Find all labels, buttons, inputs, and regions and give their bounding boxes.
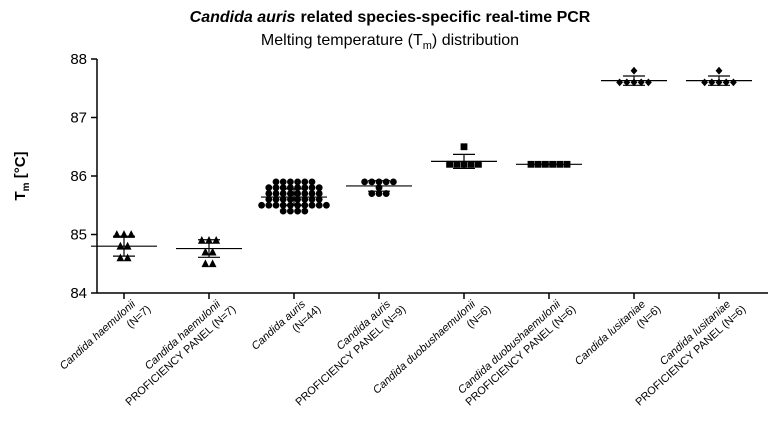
y-tick-label: 88 (70, 51, 87, 68)
x-tick-label-line: Candida duobushaemulonii (456, 298, 564, 396)
data-point (279, 207, 287, 215)
data-point (272, 184, 280, 192)
data-point (116, 253, 125, 262)
y-tick-label: 84 (70, 285, 87, 302)
chart-title: Candida auris related species-specific re… (190, 9, 591, 26)
y-label-part: T (12, 191, 29, 200)
data-point (208, 247, 217, 256)
data-point (730, 78, 737, 87)
data-point (201, 247, 210, 256)
x-tick-label-line: Candida lusitaniae (573, 298, 648, 367)
data-point (201, 259, 210, 268)
data-point (453, 160, 461, 168)
x-tick-label-line: Candida haemulonii (58, 298, 139, 372)
data-point (301, 196, 309, 203)
data-point (368, 190, 376, 197)
title-rest: related species-specific real-time PCR (300, 9, 590, 26)
data-point (294, 184, 301, 192)
subtitle-part: Melting temperature (T (261, 32, 423, 49)
data-point (315, 184, 323, 192)
data-point (287, 178, 294, 186)
data-point (301, 207, 309, 215)
title-italic: Candida auris (190, 9, 296, 26)
subtitle-sub: m (423, 40, 432, 52)
data-point (368, 178, 376, 186)
data-point (361, 178, 368, 186)
data-point (301, 178, 309, 186)
data-point (308, 184, 316, 192)
data-point (294, 190, 301, 197)
data-point (323, 201, 330, 209)
data-point (630, 66, 638, 75)
data-point (279, 190, 287, 197)
chart-subtitle: Melting temperature (Tm) distribution (261, 32, 519, 52)
x-tick-label: Candida haemulonii(N=7) (58, 298, 154, 372)
y-label-sub: m (21, 182, 32, 191)
data-point (315, 196, 323, 203)
data-point (294, 178, 301, 186)
data-point (701, 78, 708, 87)
data-point (287, 207, 294, 215)
data-point (308, 196, 316, 203)
data-point (375, 190, 383, 197)
data-point (382, 178, 390, 186)
data-point (279, 178, 287, 186)
x-tick-label: Candida auris(N=44) (250, 298, 324, 353)
data-point (208, 259, 217, 268)
data-point (287, 190, 294, 197)
data-point (272, 178, 280, 186)
data-point (265, 184, 273, 192)
data-point (272, 190, 280, 197)
data-point (287, 196, 294, 203)
data-point (467, 160, 475, 168)
data-point (265, 190, 273, 197)
data-point (123, 253, 132, 262)
data-point (460, 143, 468, 151)
data-point (382, 190, 390, 197)
y-axis-label: Tm [°C] (12, 151, 32, 200)
data-point (715, 66, 723, 75)
data-point (301, 190, 309, 197)
data-point (315, 201, 323, 209)
data-point (308, 190, 316, 197)
data-point (294, 196, 301, 203)
y-tick-label: 85 (70, 227, 87, 244)
data-point (645, 78, 652, 87)
x-tick-label: Candida lusitaniae(N=6) (573, 298, 664, 367)
data-point (475, 160, 482, 168)
data-point (279, 184, 287, 192)
data-point (287, 184, 294, 192)
data-point (308, 178, 316, 186)
data-point (279, 196, 287, 203)
data-point (294, 207, 301, 215)
data-point (315, 190, 323, 197)
y-tick-label: 87 (70, 110, 87, 127)
data-point (390, 178, 397, 186)
data-point (272, 196, 280, 203)
y-label-part: [°C] (12, 151, 29, 182)
data-point (265, 201, 273, 209)
data-point (265, 196, 273, 203)
y-tick-label: 86 (70, 168, 87, 185)
data-point (258, 201, 265, 209)
data-point (446, 160, 453, 168)
data-point (616, 78, 623, 87)
data-point (272, 201, 280, 209)
subtitle-part: ) distribution (432, 32, 519, 49)
data-point (308, 201, 316, 209)
data-point (301, 184, 309, 192)
